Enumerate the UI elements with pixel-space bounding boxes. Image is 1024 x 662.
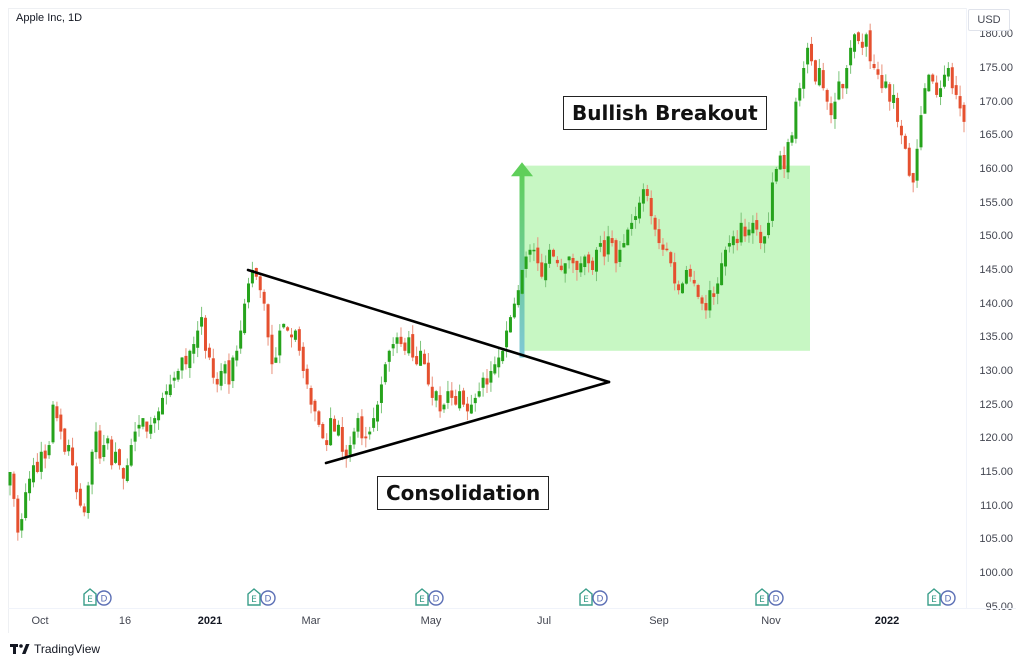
chart-frame bbox=[8, 8, 967, 633]
currency-button[interactable]: USD bbox=[968, 9, 1010, 31]
brand-name: TradingView bbox=[34, 642, 101, 656]
price-tick-label: 110.00 bbox=[980, 499, 1013, 512]
price-tick-label: 180.00 bbox=[979, 28, 1013, 41]
breakout-zone bbox=[522, 165, 810, 351]
chart-title: Apple Inc, 1D bbox=[16, 12, 83, 24]
price-tick-label: 175.00 bbox=[979, 62, 1013, 74]
svg-text:D: D bbox=[597, 595, 604, 605]
price-tick-label: 105.00 bbox=[979, 533, 1013, 546]
price-tick-label: 135.00 bbox=[979, 331, 1013, 344]
trendline-lower[interactable] bbox=[324, 380, 611, 465]
time-tick-label: 2022 bbox=[874, 615, 900, 627]
svg-text:D: D bbox=[773, 595, 780, 605]
price-tick-label: 130.00 bbox=[979, 364, 1013, 377]
svg-text:E: E bbox=[87, 595, 93, 605]
price-tick-label: 140.00 bbox=[979, 297, 1013, 310]
tradingview-brand[interactable]: TradingView bbox=[10, 642, 100, 656]
time-tick-label: 2021 bbox=[197, 615, 223, 627]
svg-text:D: D bbox=[433, 595, 440, 605]
tradingview-logo-icon bbox=[10, 644, 30, 654]
price-tick-label: 125.00 bbox=[979, 398, 1013, 411]
svg-text:D: D bbox=[101, 595, 108, 605]
price-tick-label: 115.00 bbox=[980, 465, 1013, 478]
time-tick-label: Mar bbox=[301, 615, 321, 627]
price-tick-label: 170.00 bbox=[979, 95, 1013, 108]
time-tick-label: Nov bbox=[761, 615, 781, 627]
trendline-upper[interactable] bbox=[246, 268, 611, 384]
svg-text:E: E bbox=[419, 595, 425, 605]
price-tick-label: 155.00 bbox=[979, 196, 1013, 209]
candlestick-series bbox=[8, 23, 966, 541]
price-tick-label: 160.00 bbox=[979, 162, 1013, 175]
time-tick-label: 16 bbox=[118, 615, 132, 627]
time-tick-label: Sep bbox=[649, 615, 669, 627]
svg-text:E: E bbox=[759, 595, 765, 605]
svg-text:E: E bbox=[251, 595, 257, 605]
price-tick-label: 145.00 bbox=[979, 263, 1013, 276]
price-tick-label: 120.00 bbox=[979, 432, 1013, 445]
time-tick-label: Jul bbox=[536, 615, 552, 627]
time-tick-label: Oct bbox=[31, 615, 49, 627]
price-tick-label: 165.00 bbox=[979, 129, 1013, 142]
svg-text:D: D bbox=[945, 595, 952, 605]
svg-text:E: E bbox=[583, 595, 589, 605]
time-tick-label: May bbox=[420, 615, 442, 627]
price-tick-label: 100.00 bbox=[979, 566, 1013, 579]
bullish-breakout-label: Bullish Breakout bbox=[563, 96, 767, 130]
breakout-arrow-icon bbox=[511, 162, 533, 358]
price-tick-label: 150.00 bbox=[979, 230, 1013, 243]
svg-text:E: E bbox=[931, 595, 937, 605]
price-tick-label: 95.00 bbox=[985, 600, 1013, 613]
svg-text:D: D bbox=[265, 595, 272, 605]
consolidation-label: Consolidation bbox=[377, 476, 550, 510]
price-axis[interactable]: 180.00 175.00 170.00 165.00 160.00 155.00 150.… bbox=[966, 8, 1017, 613]
time-axis[interactable]: Oct 16 2021 Mar May Jul Sep Nov 2022 bbox=[8, 608, 1016, 633]
triangle-trendlines[interactable] bbox=[246, 268, 611, 465]
